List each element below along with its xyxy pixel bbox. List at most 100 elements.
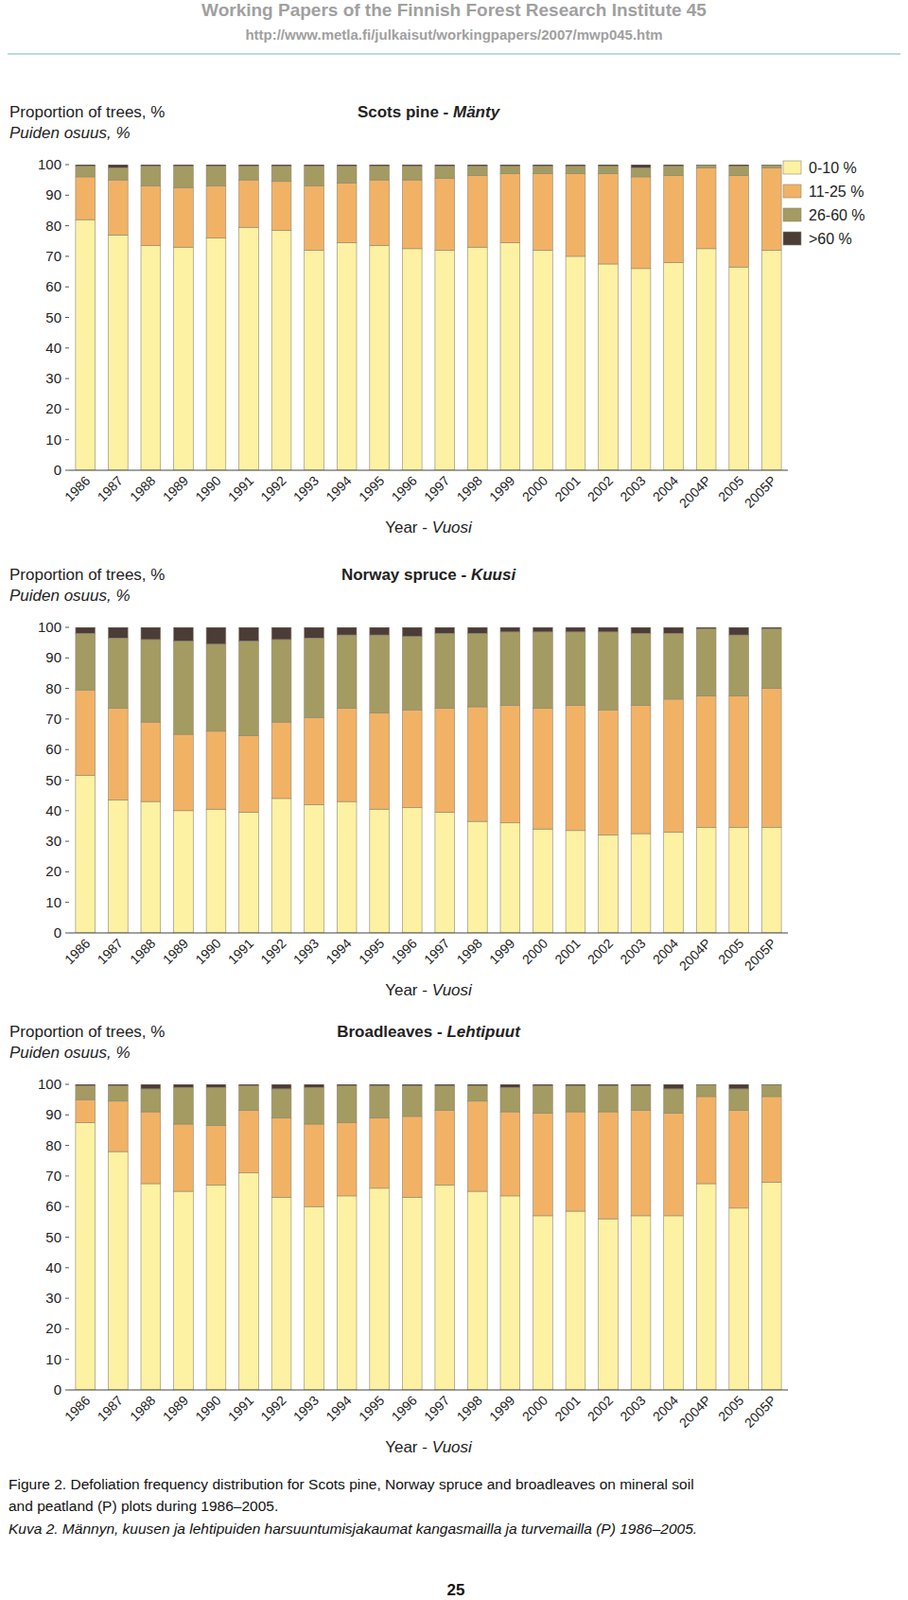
bars (75, 1083, 782, 1390)
bar-segment (369, 627, 390, 635)
bar-segment (500, 1086, 521, 1112)
y-tick-label: 10 (45, 893, 62, 910)
bar-segment (304, 1205, 325, 1390)
bar-segment (174, 1086, 194, 1124)
bar-segment (304, 716, 325, 804)
x-tick-label: 1989 (159, 935, 192, 967)
bar-segment (598, 631, 619, 710)
y-tick-label: 0 (53, 461, 62, 478)
x-tick-label: 1991 (225, 1392, 257, 1424)
bar-segment (239, 1109, 260, 1172)
bar-segment (630, 627, 651, 633)
y-tick (65, 657, 70, 659)
bar-segment (304, 186, 325, 251)
bar-segment (500, 704, 521, 822)
x-tick-label: 2005P (741, 935, 780, 974)
y-tick (65, 255, 70, 257)
bar-segment (696, 165, 716, 169)
bar-segment (304, 1123, 325, 1206)
bar-segment (75, 627, 96, 633)
url: http://www.metla.fi/julkaisut/workingpap… (244, 26, 663, 43)
bar-segment (435, 1185, 455, 1390)
bar-segment (239, 164, 260, 167)
bar-segment (435, 632, 455, 708)
bar-segment (239, 735, 260, 813)
bar-segment (336, 166, 357, 184)
bar-segment (271, 721, 292, 799)
bar-segment (533, 1113, 554, 1216)
y-tick-label: 90 (45, 648, 62, 665)
bars (75, 627, 782, 933)
bar-segment (336, 627, 357, 635)
bar-segment (239, 179, 260, 227)
bar-segment (174, 733, 194, 811)
legend-label: >60 % (808, 230, 853, 247)
x-tick-label: 2003 (616, 472, 648, 505)
bar-segment (533, 249, 554, 471)
x-tick-label: 1994 (322, 935, 354, 967)
header-rule (7, 53, 901, 55)
legend-swatch (783, 184, 802, 198)
bar-segment (336, 634, 357, 709)
x-axis-label: Year - Vuosi (384, 1437, 473, 1456)
bar-segment (401, 1116, 422, 1198)
y-tick (65, 1358, 70, 1360)
bar-segment (598, 709, 619, 835)
bar-segment (239, 641, 260, 736)
bar-segment (369, 1117, 390, 1188)
bar-segment (75, 219, 96, 471)
bar-segment (729, 1109, 750, 1207)
bar-segment (729, 634, 750, 697)
chart-title: Broadleaves - Lehtipuut (336, 1022, 522, 1041)
bar-segment (435, 708, 455, 813)
page-number: 25 (447, 1580, 466, 1599)
x-tick-label: 1999 (486, 472, 518, 505)
y-tick-label: 90 (45, 186, 62, 203)
y-tick (65, 932, 70, 934)
bar-segment (663, 1215, 684, 1390)
bar-segment (304, 164, 325, 167)
x-tick-label: 1988 (126, 935, 158, 967)
x-tick-label: 1997 (420, 935, 453, 967)
y-tick (65, 194, 70, 196)
bar-segment (239, 227, 260, 471)
bar-segment (761, 164, 782, 166)
chart: Broadleaves - LehtipuutProportion of tre… (9, 1022, 788, 1456)
x-tick-label: 2002 (584, 472, 616, 505)
y-tick (65, 378, 70, 380)
bar-segment (107, 167, 128, 180)
bar-segment (401, 1197, 422, 1390)
bar-segment (107, 1083, 128, 1086)
x-tick-label: 2005P (741, 1392, 780, 1431)
x-tick-label: 2001 (551, 472, 583, 505)
x-tick-label: 1990 (192, 1392, 224, 1424)
bar-segment (467, 166, 488, 176)
x-tick-label: 1998 (454, 935, 486, 967)
bar-segment (565, 631, 586, 706)
bar-segment (304, 249, 325, 471)
bar-segment (467, 632, 488, 707)
x-tick-label: 1997 (420, 1392, 453, 1424)
bar-segment (533, 166, 554, 175)
bar-segment (435, 627, 455, 633)
bar-segment (271, 627, 292, 640)
bar-segment (336, 1085, 357, 1123)
x-tick-label: 1987 (94, 472, 126, 505)
y-tick-label: 0 (53, 924, 62, 941)
bar-segment (206, 1185, 227, 1390)
bar-segment (206, 1125, 227, 1186)
bar-segment (533, 627, 554, 632)
bar-segment (663, 166, 684, 176)
bar-segment (598, 627, 619, 632)
bar-segment (630, 833, 651, 933)
bar-segment (696, 1084, 716, 1097)
y-tick-label: 70 (45, 1167, 62, 1184)
bar-segment (401, 636, 422, 711)
x-tick-label: 1993 (290, 935, 322, 967)
bar-segment (729, 266, 750, 471)
bar-segment (565, 830, 586, 933)
bar-segment (369, 712, 390, 809)
bar-segment (140, 721, 161, 802)
bar-segment (75, 176, 96, 220)
x-tick-label: 1986 (61, 935, 93, 967)
